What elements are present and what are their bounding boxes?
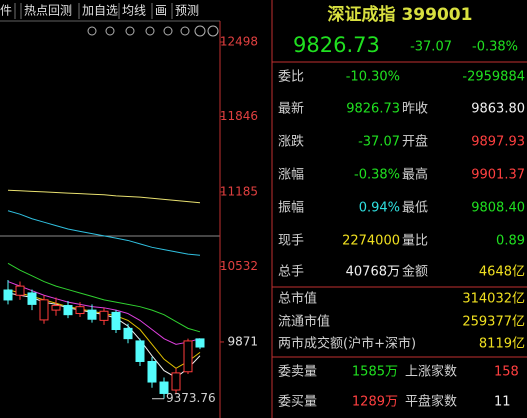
y-tick-label: 10532 [220,259,258,273]
candle-body [87,309,97,320]
candle-body [195,338,205,348]
toolbar-tab: 画 [155,4,167,18]
market-label: 两市成交额(沪市+深市) [278,336,416,352]
market-value: 314032亿 [462,292,525,307]
order-label: 委买量 [278,395,317,410]
order-label: 平盘家数 [405,394,457,410]
toolbar-tab: 均线 [122,4,146,18]
tool-icons [87,25,219,37]
candle-body [183,340,193,373]
row-label: 最新 [278,101,304,117]
candle-body [27,292,37,305]
order-value: 158 [494,365,519,380]
ma-line [7,210,201,256]
y-tick-label: 11185 [220,184,258,198]
price: 9826.73 [293,33,380,57]
row-label: 委比 [278,70,304,85]
row-label: 涨跌 [278,134,304,150]
icon [180,26,190,36]
row-value: 9808.40 [471,201,525,216]
icon [207,25,219,37]
row-value: -37.07 [358,135,400,150]
row-value: -2959884 [462,70,525,85]
row-label: 金额 [402,264,428,280]
icon [105,26,115,36]
toolbar-tab: 预测 [175,4,199,18]
order-value: 11 [494,395,511,410]
icon [163,26,173,36]
candle-body [75,306,85,315]
row-value: 40768万 [346,265,400,280]
market-label: 总市值 [278,291,317,307]
candle-body [63,305,73,316]
row-value: 9826.73 [346,102,400,117]
order-value: 1585万 [352,365,398,380]
candle-body [135,340,145,362]
low-label: 9373.76 [166,391,216,405]
row-label: 最低 [402,201,428,216]
ma-line [7,262,201,333]
y-tick-label: 9871 [227,334,258,348]
candle-body [147,360,157,383]
icon [125,26,135,36]
y-tick-label: 11846 [220,109,258,123]
candle-body [99,310,109,321]
order-value: 1289万 [352,395,398,410]
market-value: 259377亿 [462,315,525,330]
row-value: 9901.37 [471,168,525,183]
candle-body [111,311,121,331]
row-label: 现手 [278,234,304,249]
row-label: 量比 [402,234,428,249]
icon [87,26,97,36]
candle-body [39,299,49,321]
candle-body [171,372,181,391]
row-label: 昨收 [402,102,428,117]
toolbar-tab: 件 [0,4,12,18]
candle-body [3,289,13,301]
row-label: 涨幅 [278,168,304,183]
row-value: 9863.80 [471,102,525,117]
candle-body [51,305,61,311]
change: -37.07 [410,40,452,55]
toolbar-tab: 热点回测 [24,4,72,18]
quote-title: 深证成指 399001 [328,4,473,25]
row-value: -10.30% [346,70,400,85]
row-value: 0.89 [496,234,525,249]
market-value: 8119亿 [479,337,525,352]
row-label: 开盘 [402,134,428,150]
order-label: 上涨家数 [405,364,457,380]
candle-body [15,285,25,296]
ma-line [7,189,201,204]
row-value: 2274000 [342,234,400,249]
y-tick-label: 12498 [220,35,258,49]
candle-body [159,381,169,394]
row-value: 0.94% [359,201,400,216]
icon [194,25,206,37]
candle-body [123,327,133,340]
row-value: 4648亿 [479,265,525,280]
row-label: 总手 [278,265,304,280]
row-label: 最高 [402,167,428,183]
toolbar-tab: 加自选 [82,4,118,18]
row-label: 振幅 [278,201,304,216]
icon [145,26,155,36]
row-value: -0.38% [354,168,400,183]
market-label: 流通市值 [278,314,330,330]
row-value: 9897.93 [471,135,525,150]
order-label: 委卖量 [278,365,317,380]
change-pct: -0.38% [472,40,518,55]
